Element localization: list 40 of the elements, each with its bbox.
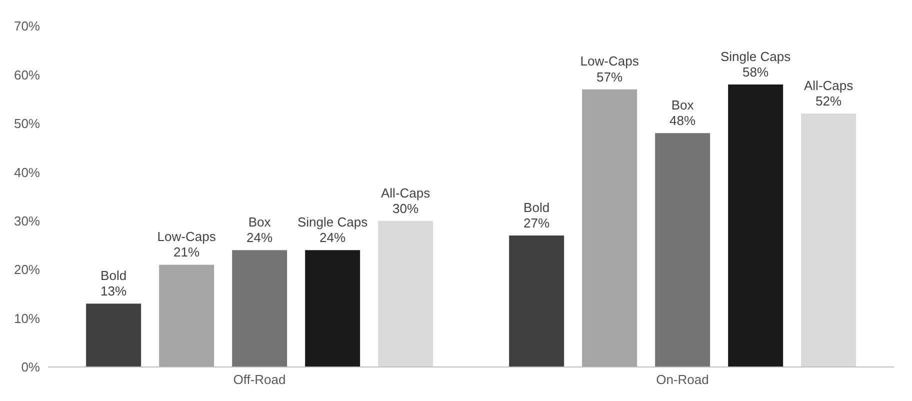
x-tick-label: Off-Road: [233, 372, 286, 388]
text: All-Caps: [804, 78, 854, 94]
data-label: 24%: [320, 230, 346, 246]
data-label: 30%: [392, 200, 420, 216]
bar: [582, 89, 638, 367]
bar: [655, 133, 710, 367]
series-label: Low-Caps: [580, 54, 640, 69]
text: Box: [671, 98, 694, 113]
bar: [728, 84, 784, 367]
bar: [86, 304, 142, 367]
data-label: 52%: [816, 94, 842, 109]
data-label: 48%: [670, 113, 696, 128]
text: Bold: [100, 268, 127, 284]
x-tick-label: On-Road: [656, 372, 709, 388]
series-label: Box: [248, 214, 272, 230]
y-tick-label: 60%: [14, 67, 40, 82]
y-tick-label: 0%: [21, 360, 40, 375]
data-label: 24%: [246, 230, 274, 246]
y-tick-label: 30%: [14, 213, 40, 228]
text: Low-Caps: [157, 229, 216, 244]
series-label: Bold: [524, 200, 550, 215]
bar: [801, 114, 856, 367]
data-label: 58%: [742, 64, 770, 80]
series-label: Single Caps: [720, 48, 792, 64]
data-label: 13%: [100, 284, 128, 299]
bar: [305, 250, 360, 367]
y-tick-label: 70%: [14, 18, 40, 34]
series-label: All-Caps: [381, 185, 431, 200]
bar: [159, 264, 214, 367]
bar: [232, 250, 288, 367]
y-tick-label: 50%: [14, 116, 40, 132]
y-tick-label: 10%: [14, 310, 40, 326]
data-label: 21%: [174, 244, 200, 260]
data-label: 57%: [596, 69, 624, 84]
data-label: 27%: [524, 215, 550, 230]
bar: [378, 220, 434, 367]
text: Single Caps: [298, 214, 368, 230]
y-tick-label: 40%: [14, 164, 40, 180]
bar: [509, 235, 564, 367]
y-tick-label: 20%: [14, 262, 40, 278]
